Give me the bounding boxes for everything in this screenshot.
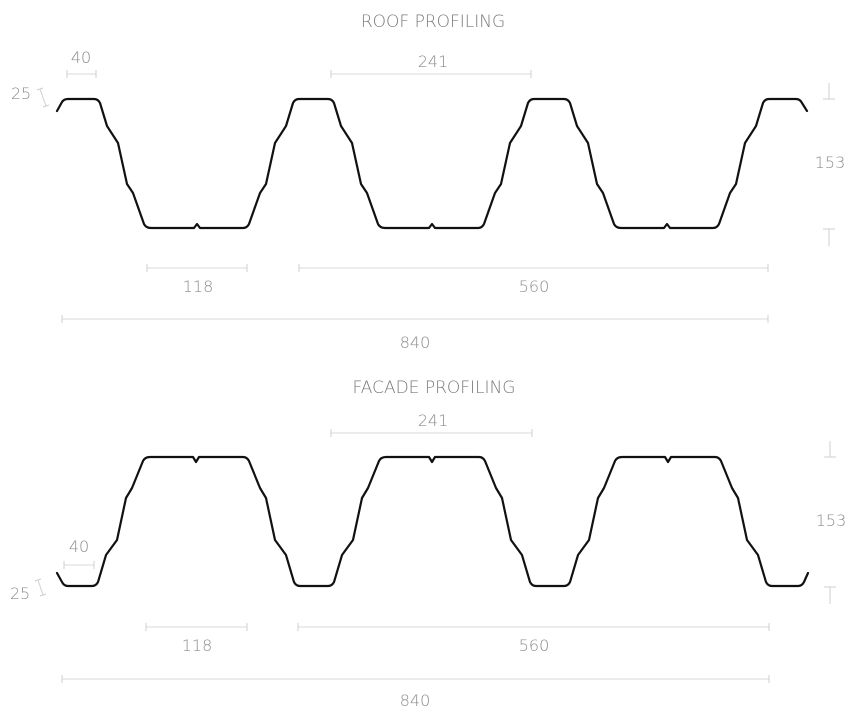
facade-height-dim-label: 153 <box>816 511 847 530</box>
facade-flange-dim-label: 40 <box>69 537 89 556</box>
facade-section: FACADE PROFILING 241 153 40 25 118 <box>10 378 846 709</box>
facade-total-dim-label: 840 <box>400 691 431 709</box>
roof-height-dim-label: 153 <box>815 153 846 172</box>
roof-bottom-dim-label: 118 <box>183 277 214 296</box>
roof-title: ROOF PROFILING <box>361 12 505 32</box>
roof-total-dim-label: 840 <box>400 333 431 352</box>
roof-cover-dim-label: 560 <box>519 277 550 296</box>
roof-thickness-dim-label: 25 <box>11 84 31 103</box>
facade-title: FACADE PROFILING <box>353 378 516 398</box>
facade-thickness-dim-label: 25 <box>10 584 30 603</box>
roof-flange-dim-label: 40 <box>71 48 91 67</box>
facade-thickness-dim-line <box>37 579 44 596</box>
roof-pitch-dim-label: 241 <box>418 52 449 71</box>
facade-cover-dim-label: 560 <box>519 636 550 655</box>
facade-profile-line <box>55 455 810 588</box>
facade-pitch-dim-label: 241 <box>418 411 449 430</box>
roof-thickness-dim-line <box>39 88 47 107</box>
roof-section: ROOF PROFILING 40 25 241 153 118 5 <box>11 12 845 352</box>
facade-bottom-dim-label: 118 <box>182 636 213 655</box>
roof-profile-line <box>55 97 809 230</box>
